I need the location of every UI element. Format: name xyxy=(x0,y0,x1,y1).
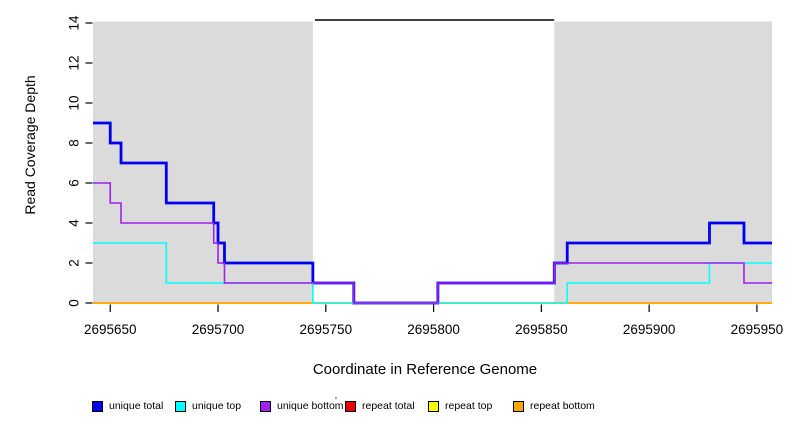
y-axis-tick-label: 14 xyxy=(67,15,82,31)
y-axis-tick-label: 2 xyxy=(67,259,82,267)
plot-svg: 2695650 2695700 2695750 2695800 2695850 26959… xyxy=(67,15,784,337)
series-line-unique-top xyxy=(93,242,772,304)
legend-swatch-unique-top xyxy=(175,400,186,412)
x-axis-tick-label: 2695650 xyxy=(84,322,137,337)
y-axis-tick-label: 8 xyxy=(67,139,82,147)
legend-label: repeat bottom xyxy=(530,400,595,412)
legend-swatch-repeat-top xyxy=(428,400,439,412)
x-axis-tick-label: 2695850 xyxy=(515,322,568,337)
legend-swatch-repeat-total xyxy=(345,400,356,412)
legend-label: unique bottom xyxy=(277,400,344,412)
x-axis-tick-label: 2695950 xyxy=(731,322,784,337)
shaded-repeat-region xyxy=(554,21,772,303)
legend-item-unique-total: unique total xyxy=(92,400,163,412)
legend-item-repeat-bottom: repeat bottom xyxy=(513,400,595,412)
legend-swatch-unique-bottom xyxy=(260,400,271,412)
x-axis-tick-label: 2695700 xyxy=(192,322,245,337)
x-axis-tick-label: 2695900 xyxy=(623,322,676,337)
legend-label: unique total xyxy=(109,400,164,412)
x-axis-tick-label: 2695750 xyxy=(300,322,353,337)
legend-swatch-unique-total xyxy=(92,400,103,412)
series-line-unique-bottom xyxy=(93,182,772,304)
legend-item-repeat-top: repeat top xyxy=(428,400,492,412)
legend-item-unique-bottom: unique bottom xyxy=(260,400,344,412)
legend-label: repeat top xyxy=(445,400,493,412)
y-axis-tick-label: 4 xyxy=(67,219,82,227)
legend-swatch-repeat-bottom xyxy=(513,400,524,412)
y-axis-tick-label: 12 xyxy=(67,55,82,70)
x-axis-tick-label: 2695800 xyxy=(407,322,460,337)
legend-label: repeat total xyxy=(362,400,415,412)
y-axis-tick-label: 0 xyxy=(67,299,82,307)
legend-label: unique top xyxy=(192,400,242,412)
y-axis-tick-label: 6 xyxy=(67,179,82,187)
legend-item-repeat-total: repeat total xyxy=(345,400,415,412)
x-axis-label: Coordinate in Reference Genome xyxy=(312,361,538,378)
legend-item-unique-top: unique top xyxy=(175,400,241,412)
y-axis-tick-label: 10 xyxy=(67,95,82,110)
stray-mark: ' xyxy=(335,396,337,407)
series-line-unique-total xyxy=(93,121,772,305)
